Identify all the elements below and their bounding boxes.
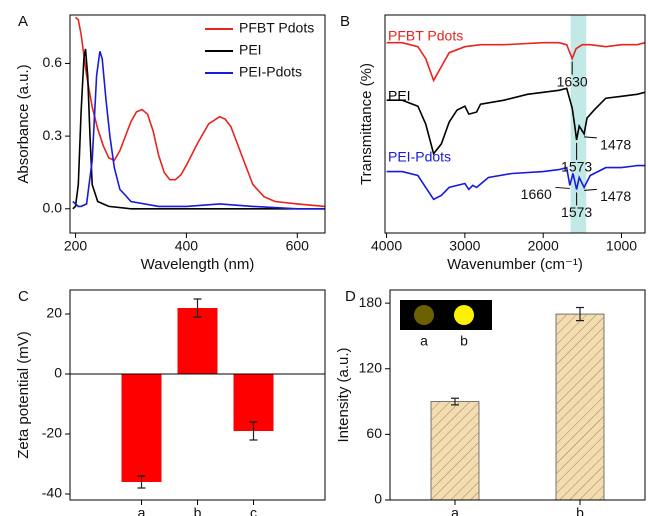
plot-area [386, 15, 645, 233]
plot-area [72, 16, 325, 210]
x-tick-label: a [451, 505, 459, 516]
peak-label: 1660 [521, 186, 552, 202]
plot-area [430, 313, 605, 500]
y-tick-label: 120 [359, 359, 383, 375]
error-bar [249, 421, 258, 441]
error-bar [576, 306, 584, 322]
panel: D 0 60 120 180 Intensity (a.u.) a b a b [335, 288, 646, 516]
y-tick-label: 0 [54, 365, 62, 381]
bar [121, 374, 162, 482]
x-tick-label: b [576, 505, 584, 516]
inset-spot [454, 305, 474, 325]
series-line [74, 16, 325, 208]
peak-label: 1573 [561, 204, 592, 220]
y-axis-title: Intensity (a.u.) [335, 347, 352, 442]
legend-label: PFBT Pdots [239, 20, 314, 36]
y-tick-label: 0.3 [43, 127, 63, 143]
bar [177, 308, 218, 374]
x-tick-label: 400 [175, 238, 199, 254]
y-axis-title: Zeta potential (mV) [15, 331, 32, 459]
x-axis-title: Wavenumber (cm⁻¹) [447, 256, 583, 273]
error-bar [137, 475, 146, 489]
series-line [386, 164, 645, 201]
inset-label: b [460, 333, 468, 349]
peak-label: 1630 [557, 73, 588, 89]
panel-label: A [18, 13, 28, 30]
y-tick-label: -40 [42, 485, 62, 501]
panel: A 0.0 0.3 0.6 200 400 600 Wavelength (nm) Absorb… [15, 13, 326, 273]
panel-label: D [345, 288, 356, 305]
y-tick-label: 20 [46, 305, 62, 321]
y-tick-label: 0 [374, 491, 382, 507]
panel: C -40 -20 0 20 Zeta potential (mV) a b c [15, 288, 326, 516]
series-line [386, 87, 645, 156]
x-tick-label: 3000 [449, 238, 480, 254]
x-tick-label: a [138, 505, 146, 516]
bar-hatch [431, 401, 479, 500]
series-line [72, 48, 325, 210]
y-tick-label: -20 [42, 425, 62, 441]
y-axis-title: Absorbance (a.u.) [15, 64, 32, 183]
x-tick-label: 1000 [606, 238, 637, 254]
axes-frame [69, 289, 326, 501]
inset-label: a [420, 333, 428, 349]
axes-frame [389, 289, 646, 501]
x-tick-label: c [250, 505, 257, 516]
legend-label: PEI-Pdots [239, 64, 302, 80]
peak-label: 1478 [600, 137, 631, 153]
x-tick-label: 2000 [528, 238, 559, 254]
peak-arrow [584, 136, 597, 139]
inset-spot [414, 305, 434, 325]
peak-arrow [555, 186, 570, 189]
y-tick-label: 180 [359, 294, 383, 310]
peak-arrow [584, 188, 597, 191]
error-bar [451, 397, 459, 406]
series-line [72, 51, 325, 210]
legend-label: PEI [239, 42, 262, 58]
peak-label: 1573 [561, 159, 592, 175]
series-name: PEI-Pdots [388, 149, 451, 165]
x-tick-label: 200 [64, 238, 88, 254]
panel: B 4000 3000 2000 1000 Wavenumber (cm⁻¹) Transm… [340, 13, 646, 273]
panel-label: C [18, 288, 29, 305]
y-tick-label: 0.6 [43, 54, 63, 70]
y-tick-label: 0.0 [43, 199, 63, 215]
x-tick-label: b [194, 505, 202, 516]
x-axis-title: Wavelength (nm) [141, 256, 255, 273]
x-tick-label: 600 [286, 238, 310, 254]
plot-area [121, 308, 274, 482]
inset-image [400, 300, 492, 330]
y-axis-title: Transmittance (%) [358, 63, 375, 185]
series-name: PEI [388, 88, 411, 104]
peak-label: 1478 [600, 188, 631, 204]
panel-label: B [340, 13, 350, 30]
y-tick-label: 60 [366, 425, 382, 441]
series-line [386, 41, 645, 83]
series-name: PFBT Pdots [388, 28, 463, 44]
bar-hatch [556, 314, 604, 500]
axes-frame [384, 14, 646, 234]
error-bar [193, 298, 202, 318]
x-tick-label: 4000 [371, 238, 402, 254]
axes-frame [69, 14, 326, 234]
